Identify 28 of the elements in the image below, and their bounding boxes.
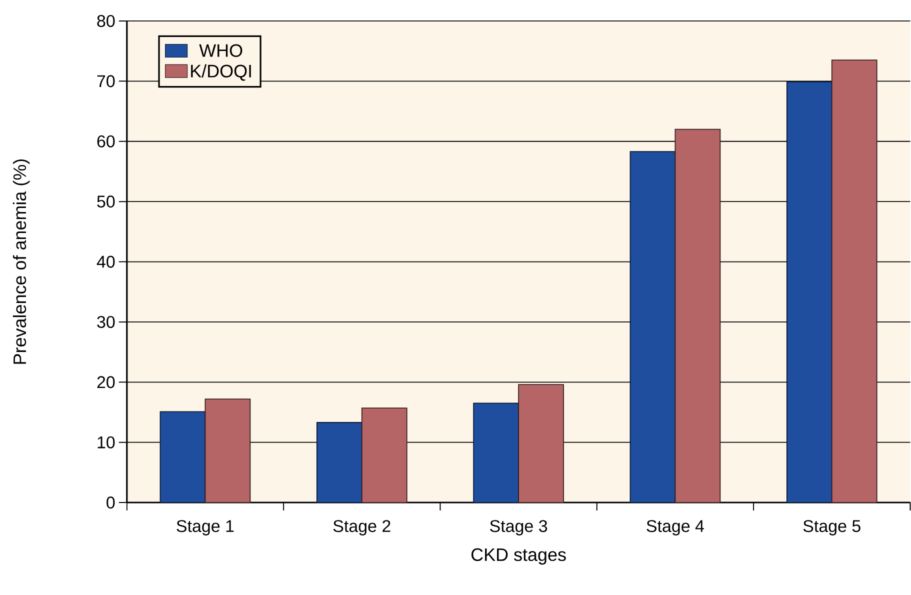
y-tick-label: 70 bbox=[97, 74, 115, 87]
bar bbox=[204, 398, 251, 503]
x-tick-label: Stage 2 bbox=[333, 520, 390, 536]
x-tick-label: Stage 3 bbox=[490, 520, 548, 536]
bar bbox=[160, 410, 206, 503]
bar bbox=[473, 402, 519, 503]
y-tick-label: 10 bbox=[98, 436, 115, 448]
y-tick-label: 50 bbox=[97, 195, 115, 208]
y-tick-label: 0 bbox=[106, 496, 115, 508]
x-tick-label: Stage 4 bbox=[646, 520, 704, 536]
y-axis-title: Prevalence of anemia (%) bbox=[12, 159, 30, 364]
bar bbox=[361, 407, 408, 503]
y-tick-label: 30 bbox=[97, 316, 115, 328]
y-tick-label: 20 bbox=[97, 376, 115, 388]
x-tick-label: Stage 1 bbox=[176, 520, 234, 536]
x-axis-title: CKD stages bbox=[471, 548, 566, 564]
y-tick-label: 80 bbox=[97, 14, 115, 27]
x-tick-label: Stage 5 bbox=[803, 520, 860, 536]
bar bbox=[630, 150, 676, 503]
bar bbox=[316, 422, 362, 503]
y-tick-label: 40 bbox=[96, 256, 115, 268]
bar bbox=[831, 59, 878, 503]
bar bbox=[518, 384, 564, 503]
y-tick-label: 60 bbox=[97, 135, 115, 148]
legend-label: K/DOQI bbox=[191, 64, 251, 80]
bar bbox=[786, 81, 832, 503]
legend-label: WHO bbox=[199, 44, 242, 57]
bar bbox=[674, 128, 721, 503]
